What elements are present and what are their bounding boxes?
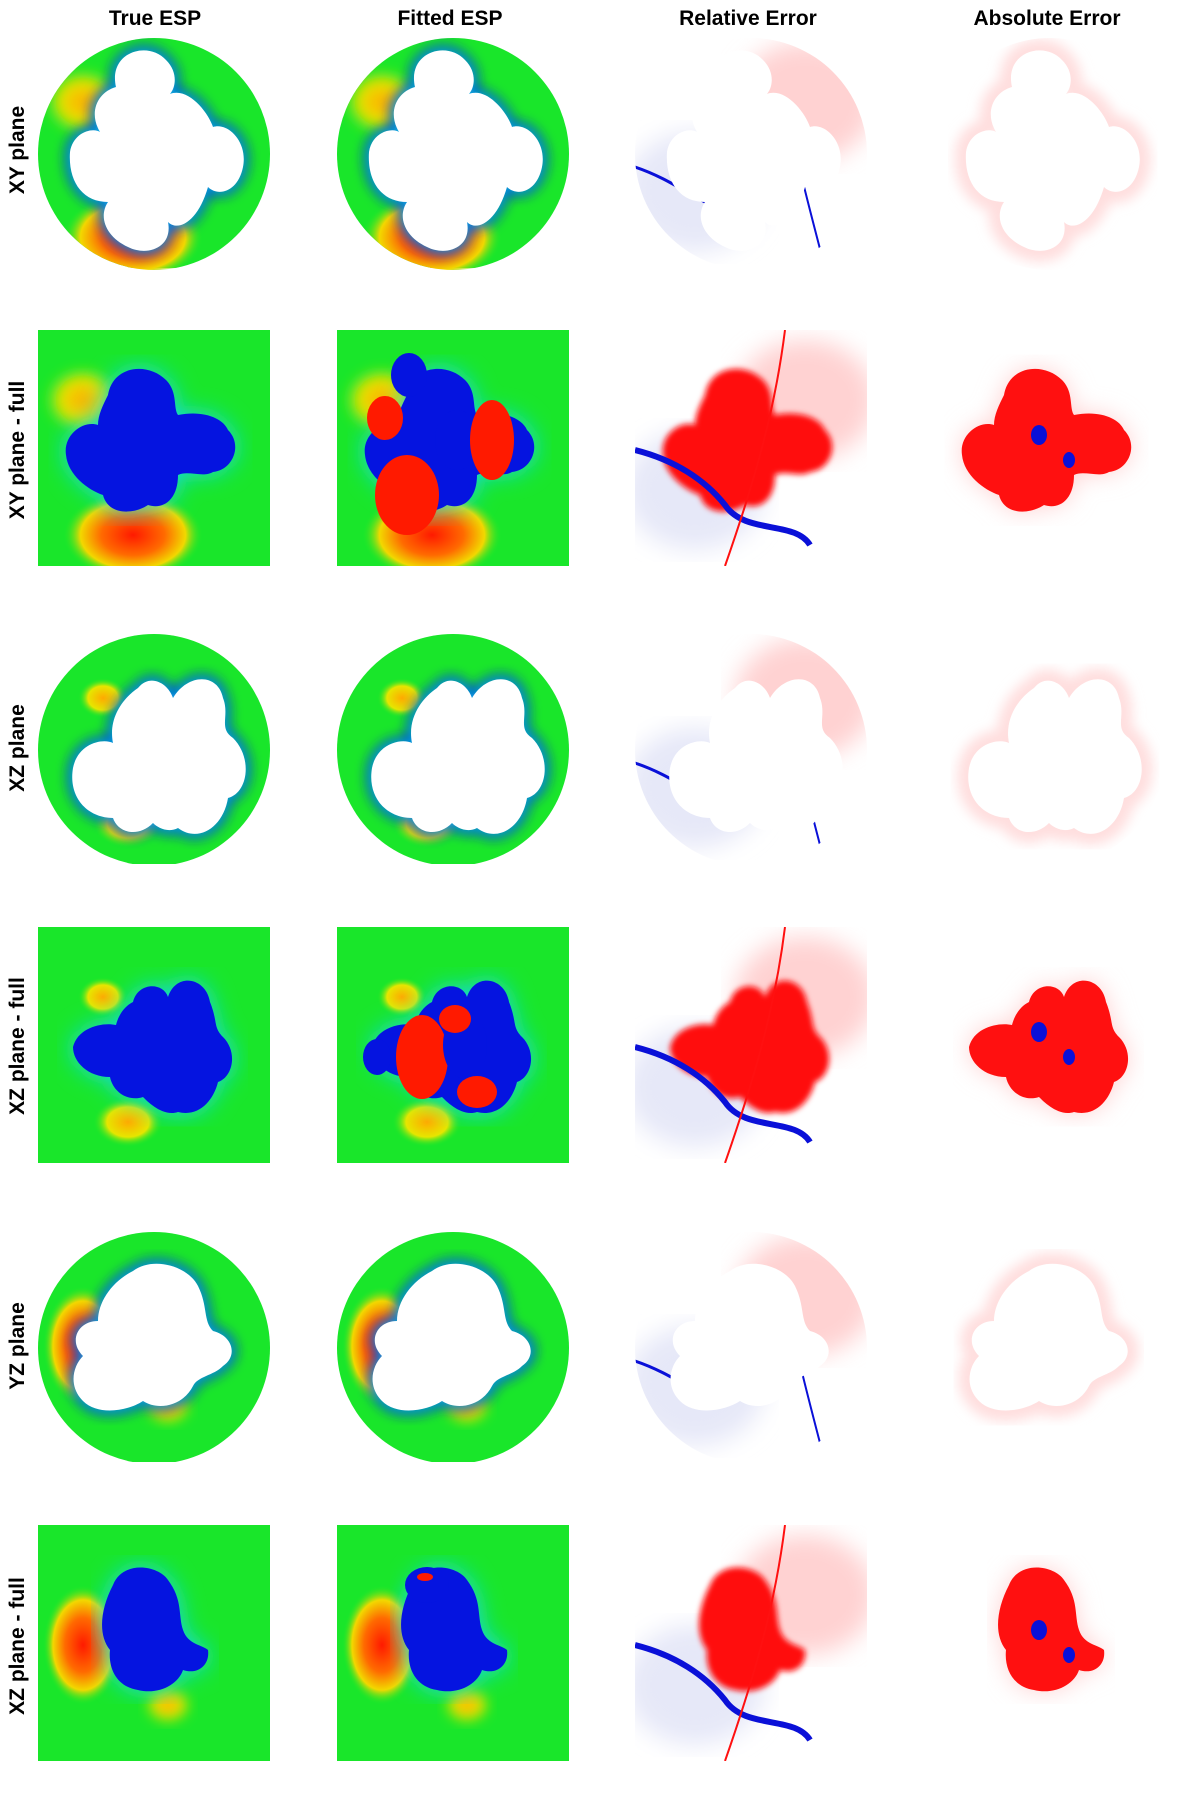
panel-3-fitted [337,634,569,864]
row-title-1: XY plane [6,106,29,194]
panel-4-true [38,927,270,1163]
column-title-true-esp: True ESP [109,7,201,30]
panel-3-abs [934,634,1166,864]
panel-grid [38,38,1166,1761]
panel-4-fitted [337,927,569,1163]
panel-1-rel [635,38,867,269]
panel-6-fitted [337,1525,569,1761]
panel-2-true [38,330,270,566]
panel-2-abs [934,330,1166,566]
panel-6-true [38,1525,270,1761]
panel-2-fitted [337,330,569,566]
panel-6-rel [635,1525,867,1761]
row-titles: XY plane XY plane - full XZ plane XZ pla… [6,106,29,1715]
panel-5-fitted [337,1232,569,1462]
panel-5-abs [934,1232,1166,1462]
panel-5-rel [635,1232,867,1463]
panel-1-true [38,38,270,270]
panel-4-rel [635,927,867,1163]
panel-1-abs [934,38,1166,268]
column-title-absolute-err: Absolute Error [973,7,1120,30]
panel-1-fitted [337,38,569,270]
row-title-2: XY plane - full [6,381,29,519]
panel-5-true [38,1232,270,1462]
row-title-4: XZ plane - full [6,977,29,1115]
panel-6-abs [934,1525,1166,1761]
panel-3-rel [635,634,867,865]
row-title-3: XZ plane [6,704,29,792]
column-title-relative-err: Relative Error [679,7,817,30]
row-title-6: XZ plane - full [6,1577,29,1715]
row-title-5: YZ plane [6,1302,29,1390]
panel-2-rel [635,330,867,566]
panel-4-abs [934,927,1166,1163]
panel-3-true [38,634,270,864]
column-title-fitted-esp: Fitted ESP [397,7,502,30]
